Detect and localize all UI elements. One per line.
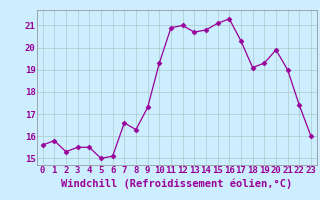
X-axis label: Windchill (Refroidissement éolien,°C): Windchill (Refroidissement éolien,°C)	[61, 178, 292, 189]
